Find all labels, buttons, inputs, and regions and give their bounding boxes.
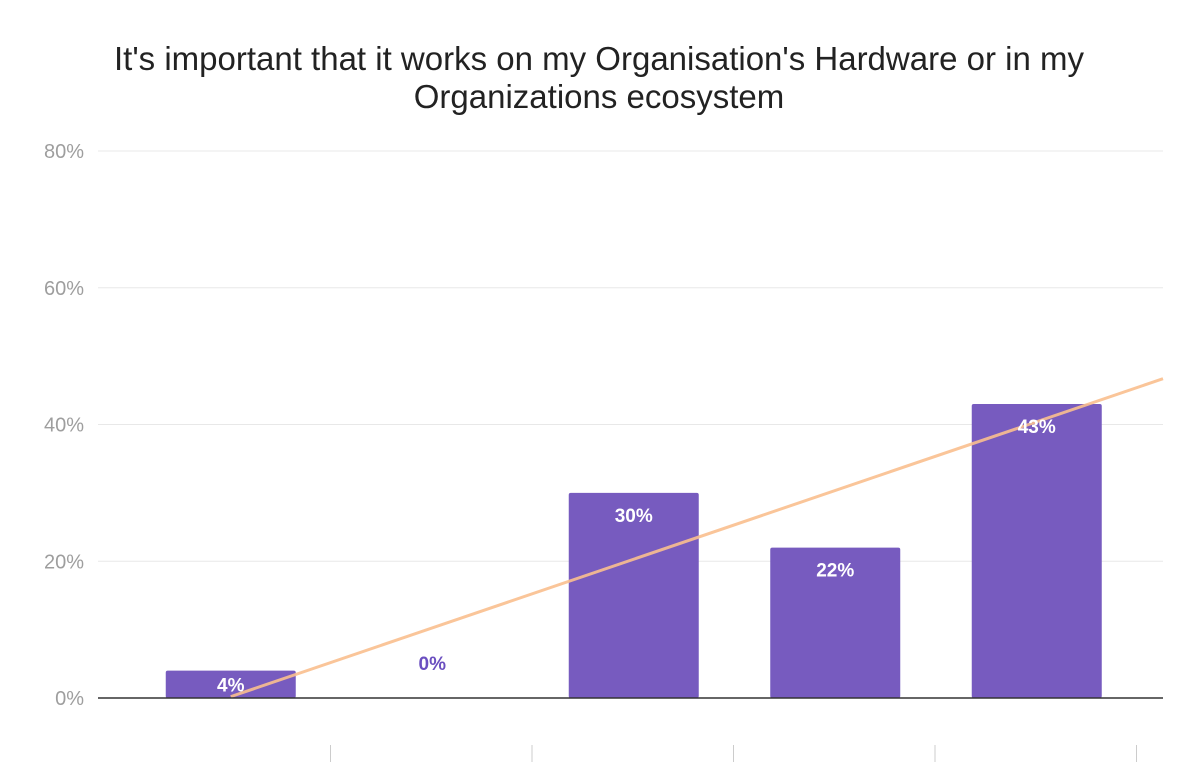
bar (568, 492, 699, 698)
bar (165, 670, 296, 698)
y-tick-label: 60% (44, 278, 84, 300)
data-label: 30% (615, 506, 653, 527)
y-tick-label: 40% (44, 415, 84, 437)
trendline (230, 377, 1164, 699)
y-tick-label: 20% (44, 551, 84, 573)
y-tick-label: 0% (55, 688, 84, 710)
bar (971, 403, 1102, 698)
data-label: 22% (816, 561, 854, 582)
data-label: 4% (217, 676, 245, 697)
y-tick-label: 80% (44, 141, 84, 163)
bar (770, 547, 901, 698)
data-label: 0% (419, 654, 447, 675)
chart-title: It's important that it works on my Organ… (0, 40, 1198, 116)
chart-title-line-1: It's important that it works on my Organ… (114, 40, 1084, 77)
data-label: 43% (1018, 417, 1056, 438)
chart-title-line-2: Organizations ecosystem (413, 78, 785, 115)
